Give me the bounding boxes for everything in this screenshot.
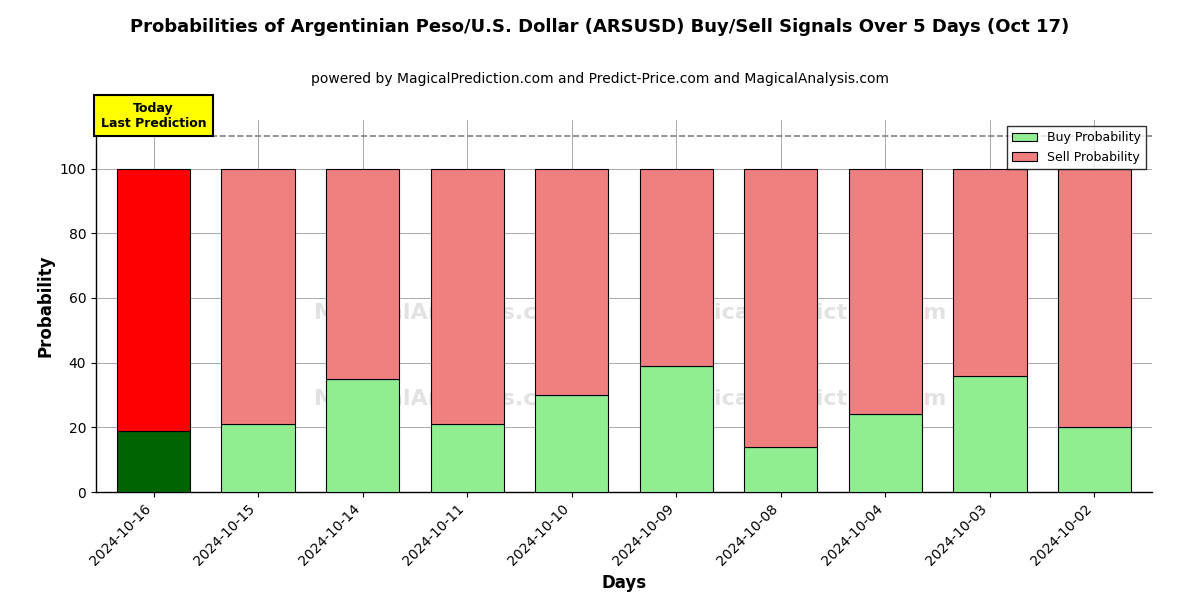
Bar [744, 447, 817, 492]
Bar [535, 169, 608, 395]
Bar [640, 169, 713, 366]
Text: powered by MagicalPrediction.com and Predict-Price.com and MagicalAnalysis.com: powered by MagicalPrediction.com and Pre… [311, 72, 889, 86]
Text: MagicalAnalysis.com: MagicalAnalysis.com [314, 304, 575, 323]
Bar [116, 169, 190, 431]
Text: MagicalPrediction.com: MagicalPrediction.com [661, 304, 947, 323]
Bar [222, 169, 295, 424]
Bar [431, 424, 504, 492]
Bar [953, 169, 1026, 376]
Text: MagicalPrediction.com: MagicalPrediction.com [661, 389, 947, 409]
Bar [953, 376, 1026, 492]
Bar [326, 379, 400, 492]
Bar [1058, 169, 1132, 427]
Bar [535, 395, 608, 492]
Bar [326, 169, 400, 379]
Bar [222, 424, 295, 492]
Text: Probabilities of Argentinian Peso/U.S. Dollar (ARSUSD) Buy/Sell Signals Over 5 D: Probabilities of Argentinian Peso/U.S. D… [131, 18, 1069, 36]
Bar [848, 169, 922, 415]
Bar [116, 431, 190, 492]
Bar [1058, 427, 1132, 492]
Bar [848, 415, 922, 492]
Y-axis label: Probability: Probability [36, 255, 54, 357]
Bar [744, 169, 817, 447]
Legend: Buy Probability, Sell Probability: Buy Probability, Sell Probability [1007, 126, 1146, 169]
Text: Today
Last Prediction: Today Last Prediction [101, 102, 206, 130]
Text: MagicalAnalysis.com: MagicalAnalysis.com [314, 389, 575, 409]
Bar [640, 366, 713, 492]
Bar [431, 169, 504, 424]
X-axis label: Days: Days [601, 574, 647, 592]
